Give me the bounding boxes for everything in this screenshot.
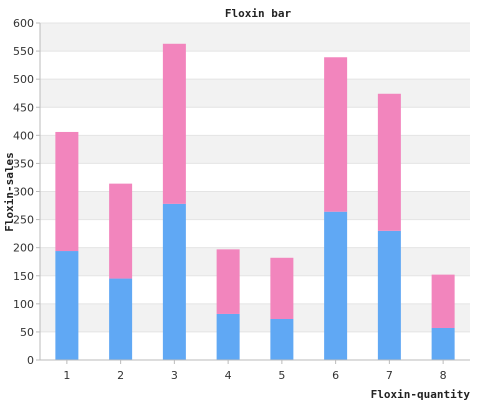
y-axis-label: Floxin-sales (3, 152, 16, 231)
bar-segment-series-1-cat-3 (162, 203, 186, 360)
bar-segment-series-2-cat-2 (109, 183, 133, 279)
bar-segment-series-1-cat-8 (431, 327, 455, 360)
background-band (40, 135, 470, 164)
x-tick-label: 3 (171, 369, 178, 382)
y-tick-label: 0 (27, 354, 34, 367)
background-band (40, 23, 470, 52)
background-band (40, 191, 470, 220)
bar-segment-series-2-cat-4 (216, 249, 240, 314)
y-tick-label: 600 (13, 17, 34, 30)
background-band (40, 247, 470, 276)
background-band (40, 303, 470, 332)
bar-segment-series-2-cat-5 (270, 257, 294, 319)
y-tick-label: 200 (13, 242, 34, 255)
bar-segment-series-1-cat-2 (109, 278, 133, 360)
bar-segment-series-1-cat-5 (270, 318, 294, 360)
bar-segment-series-2-cat-1 (55, 131, 79, 252)
x-tick-label: 8 (440, 369, 447, 382)
bar-segment-series-2-cat-6 (324, 57, 348, 212)
y-tick-label: 50 (20, 326, 34, 339)
x-tick-label: 5 (278, 369, 285, 382)
plot-background-bands (40, 23, 470, 332)
y-axis-ticks: 0 50 100 150 200 250 300 350 400 450 500 550 600 (13, 17, 40, 367)
y-tick-label: 500 (13, 73, 34, 86)
bar-segment-series-2-cat-8 (431, 274, 455, 328)
y-tick-label: 100 (13, 298, 34, 311)
y-tick-label: 350 (13, 157, 34, 170)
y-tick-label: 450 (13, 101, 34, 114)
bar-segment-series-2-cat-7 (377, 93, 401, 231)
y-tick-label: 250 (13, 214, 34, 227)
y-tick-label: 150 (13, 270, 34, 283)
x-tick-label: 1 (63, 369, 70, 382)
bar-segment-series-1-cat-7 (377, 230, 401, 360)
x-tick-label: 2 (117, 369, 124, 382)
y-tick-label: 300 (13, 186, 34, 199)
background-band (40, 79, 470, 108)
x-tick-label: 6 (332, 369, 339, 382)
bar-segment-series-1-cat-6 (324, 211, 348, 360)
bar-segment-series-1-cat-4 (216, 313, 240, 360)
x-axis-ticks: 1 2 3 4 5 6 7 8 (63, 360, 447, 382)
bar-segment-series-2-cat-3 (162, 43, 186, 204)
bar-segment-series-1-cat-1 (55, 251, 79, 360)
chart-title: Floxin bar (225, 7, 292, 20)
y-tick-label: 400 (13, 129, 34, 142)
x-axis-label: Floxin-quantity (371, 388, 471, 400)
x-tick-label: 7 (386, 369, 393, 382)
x-tick-label: 4 (225, 369, 232, 382)
y-tick-label: 550 (13, 45, 34, 58)
bars (55, 43, 455, 360)
